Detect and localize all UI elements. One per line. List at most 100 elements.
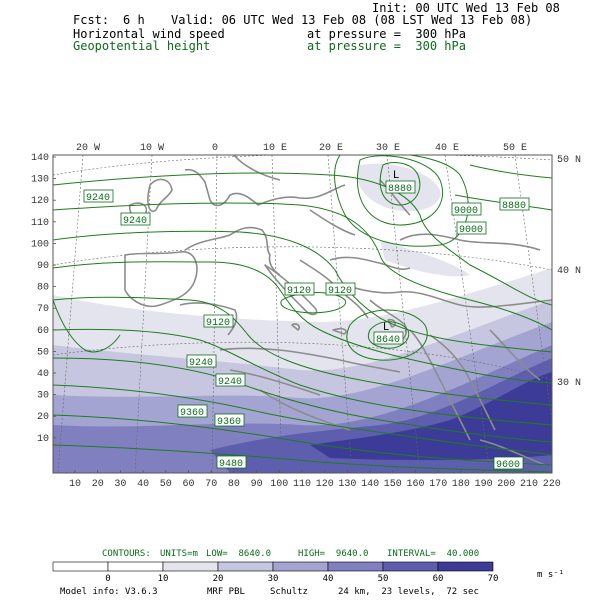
colorbar-tick-label: 0 [105,574,111,584]
x-tick-label: 50 [160,479,172,490]
longitude-label: 10 W [140,143,164,154]
y-tick-label: 30 [37,391,49,402]
colorbar-tick-label: 40 [322,574,334,584]
contour-label: 9120 [328,286,352,297]
longitude-label: 20 E [319,143,343,154]
x-tick-label: 180 [452,479,470,490]
colorbar-swatch [217,561,274,572]
colorbar-tick-label: 20 [212,574,224,584]
latitude-labels: 50 N 40 N 30 N [557,155,581,389]
x-tick-label: 160 [406,479,424,490]
x-tick-label: 90 [251,479,263,490]
model-info: Model info: V3.6.3 [60,587,158,597]
latitude-label: 30 N [557,378,581,389]
longitude-labels: 20 W 10 W 0 10 E 20 E 30 E 40 E 50 E [76,143,527,154]
contour-label: 8880 [388,184,412,195]
y-tick-label: 70 [37,304,49,315]
colorbar-tick-label: 50 [377,574,389,584]
colorbar-tick-label: 30 [267,574,279,584]
contours-caption: CONTOURS: [102,549,151,559]
forecast-label: Fcst: [73,13,110,27]
colorbar-tick-label: 70 [487,574,499,584]
x-axis: 10 20 30 40 50 60 70 80 90 100 110 120 130 140 150 160 1… [69,470,561,490]
field1-level: at pressure = 300 hPa [307,27,466,41]
x-tick-label: 190 [475,479,493,490]
y-tick-label: 100 [31,239,49,250]
colorbar-swatch [327,561,384,572]
latitude-label: 40 N [557,266,581,277]
x-tick-label: 70 [205,479,217,490]
x-tick-label: 20 [92,479,104,490]
x-tick-label: 80 [228,479,240,490]
colorbar-swatch [272,561,329,572]
colorbar-swatch [107,561,164,572]
low-center-marker: L [393,170,400,182]
contours-interval: INTERVAL= 40.000 [387,549,480,559]
contour-label: 8640 [376,335,400,346]
x-tick-label: 220 [543,479,561,490]
valid-time: Valid: 06 UTC Wed 13 Feb 08 (08 LST Wed … [171,13,533,27]
x-tick-label: 210 [520,479,538,490]
y-tick-label: 140 [31,153,49,164]
x-tick-label: 170 [429,479,447,490]
contour-label: 9360 [217,417,241,428]
longitude-label: 40 E [435,143,459,154]
y-tick-label: 10 [37,434,49,445]
colorbar-tick-label: 60 [432,574,444,584]
colorbar-swatch [162,561,219,572]
contour-label: 9600 [496,460,520,471]
longitude-label: 20 W [76,143,100,154]
contour-label: 9480 [219,459,243,470]
init-time: Init: 00 UTC Wed 13 Feb 08 [372,1,560,15]
x-tick-label: 100 [270,479,288,490]
x-tick-label: 30 [114,479,126,490]
contours-high: HIGH= 9640.0 [298,549,369,559]
contour-label: 8880 [502,201,526,212]
colorbar-swatch [382,561,439,572]
microphysics-scheme: Schultz [270,587,308,597]
contour-label: 9240 [189,358,213,369]
contour-label: 9120 [206,318,230,329]
colorbar [52,561,494,572]
contour-label: 9000 [454,206,478,217]
height-contours [53,155,552,473]
x-tick-label: 110 [293,479,311,490]
y-tick-label: 120 [31,196,49,207]
contour-label: 9120 [287,286,311,297]
forecast-hour: 6 h [123,13,145,27]
wind-shade-60-70 [310,372,552,461]
contour-label: 9000 [459,225,483,236]
y-axis: 140 130 120 110 100 90 80 70 60 50 40 30 20 10 [31,153,56,445]
x-tick-label: 130 [338,479,356,490]
colorbar-swatch [52,561,109,572]
x-tick-label: 60 [182,479,194,490]
x-tick-label: 10 [69,479,81,490]
latitude-label: 50 N [557,155,581,166]
x-tick-label: 40 [137,479,149,490]
longitude-label: 50 E [503,143,527,154]
y-tick-label: 110 [31,218,49,229]
colorbar-swatch [437,561,494,572]
y-tick-label: 60 [37,326,49,337]
contour-labels: 9240 9240 8880 9000 9000 9120 9120 9120 … [83,180,530,471]
y-tick-label: 130 [31,175,49,186]
y-tick-label: 80 [37,283,49,294]
y-tick-label: 20 [37,412,49,423]
colorbar-units: m s⁻¹ [537,570,565,580]
pbl-scheme: MRF PBL [207,587,245,597]
contour-label: 9240 [218,377,242,388]
x-tick-label: 120 [316,479,334,490]
longitude-label: 30 E [376,143,400,154]
contour-label: 9240 [123,216,147,227]
y-tick-label: 40 [37,369,49,380]
field1-name: Horizontal wind speed [73,27,225,41]
y-tick-label: 90 [37,261,49,272]
colorbar-tick-label: 10 [157,574,169,584]
field2-name: Geopotential height [73,39,211,53]
contours-low: LOW= 8640.0 [206,549,272,559]
contour-label: 9240 [86,193,110,204]
x-tick-label: 200 [497,479,515,490]
longitude-label: 10 E [263,143,287,154]
y-tick-label: 50 [37,347,49,358]
